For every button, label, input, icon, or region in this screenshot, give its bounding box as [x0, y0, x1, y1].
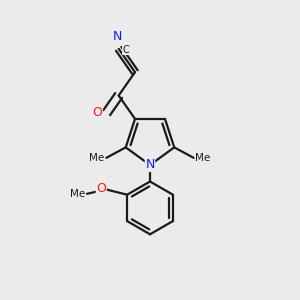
- Text: Me: Me: [89, 153, 105, 163]
- Text: Me: Me: [70, 189, 85, 199]
- Text: O: O: [92, 106, 102, 118]
- Text: N: N: [113, 30, 122, 44]
- Text: Me: Me: [195, 153, 211, 163]
- Text: N: N: [145, 158, 155, 172]
- Text: O: O: [96, 182, 106, 195]
- Text: C: C: [122, 45, 129, 55]
